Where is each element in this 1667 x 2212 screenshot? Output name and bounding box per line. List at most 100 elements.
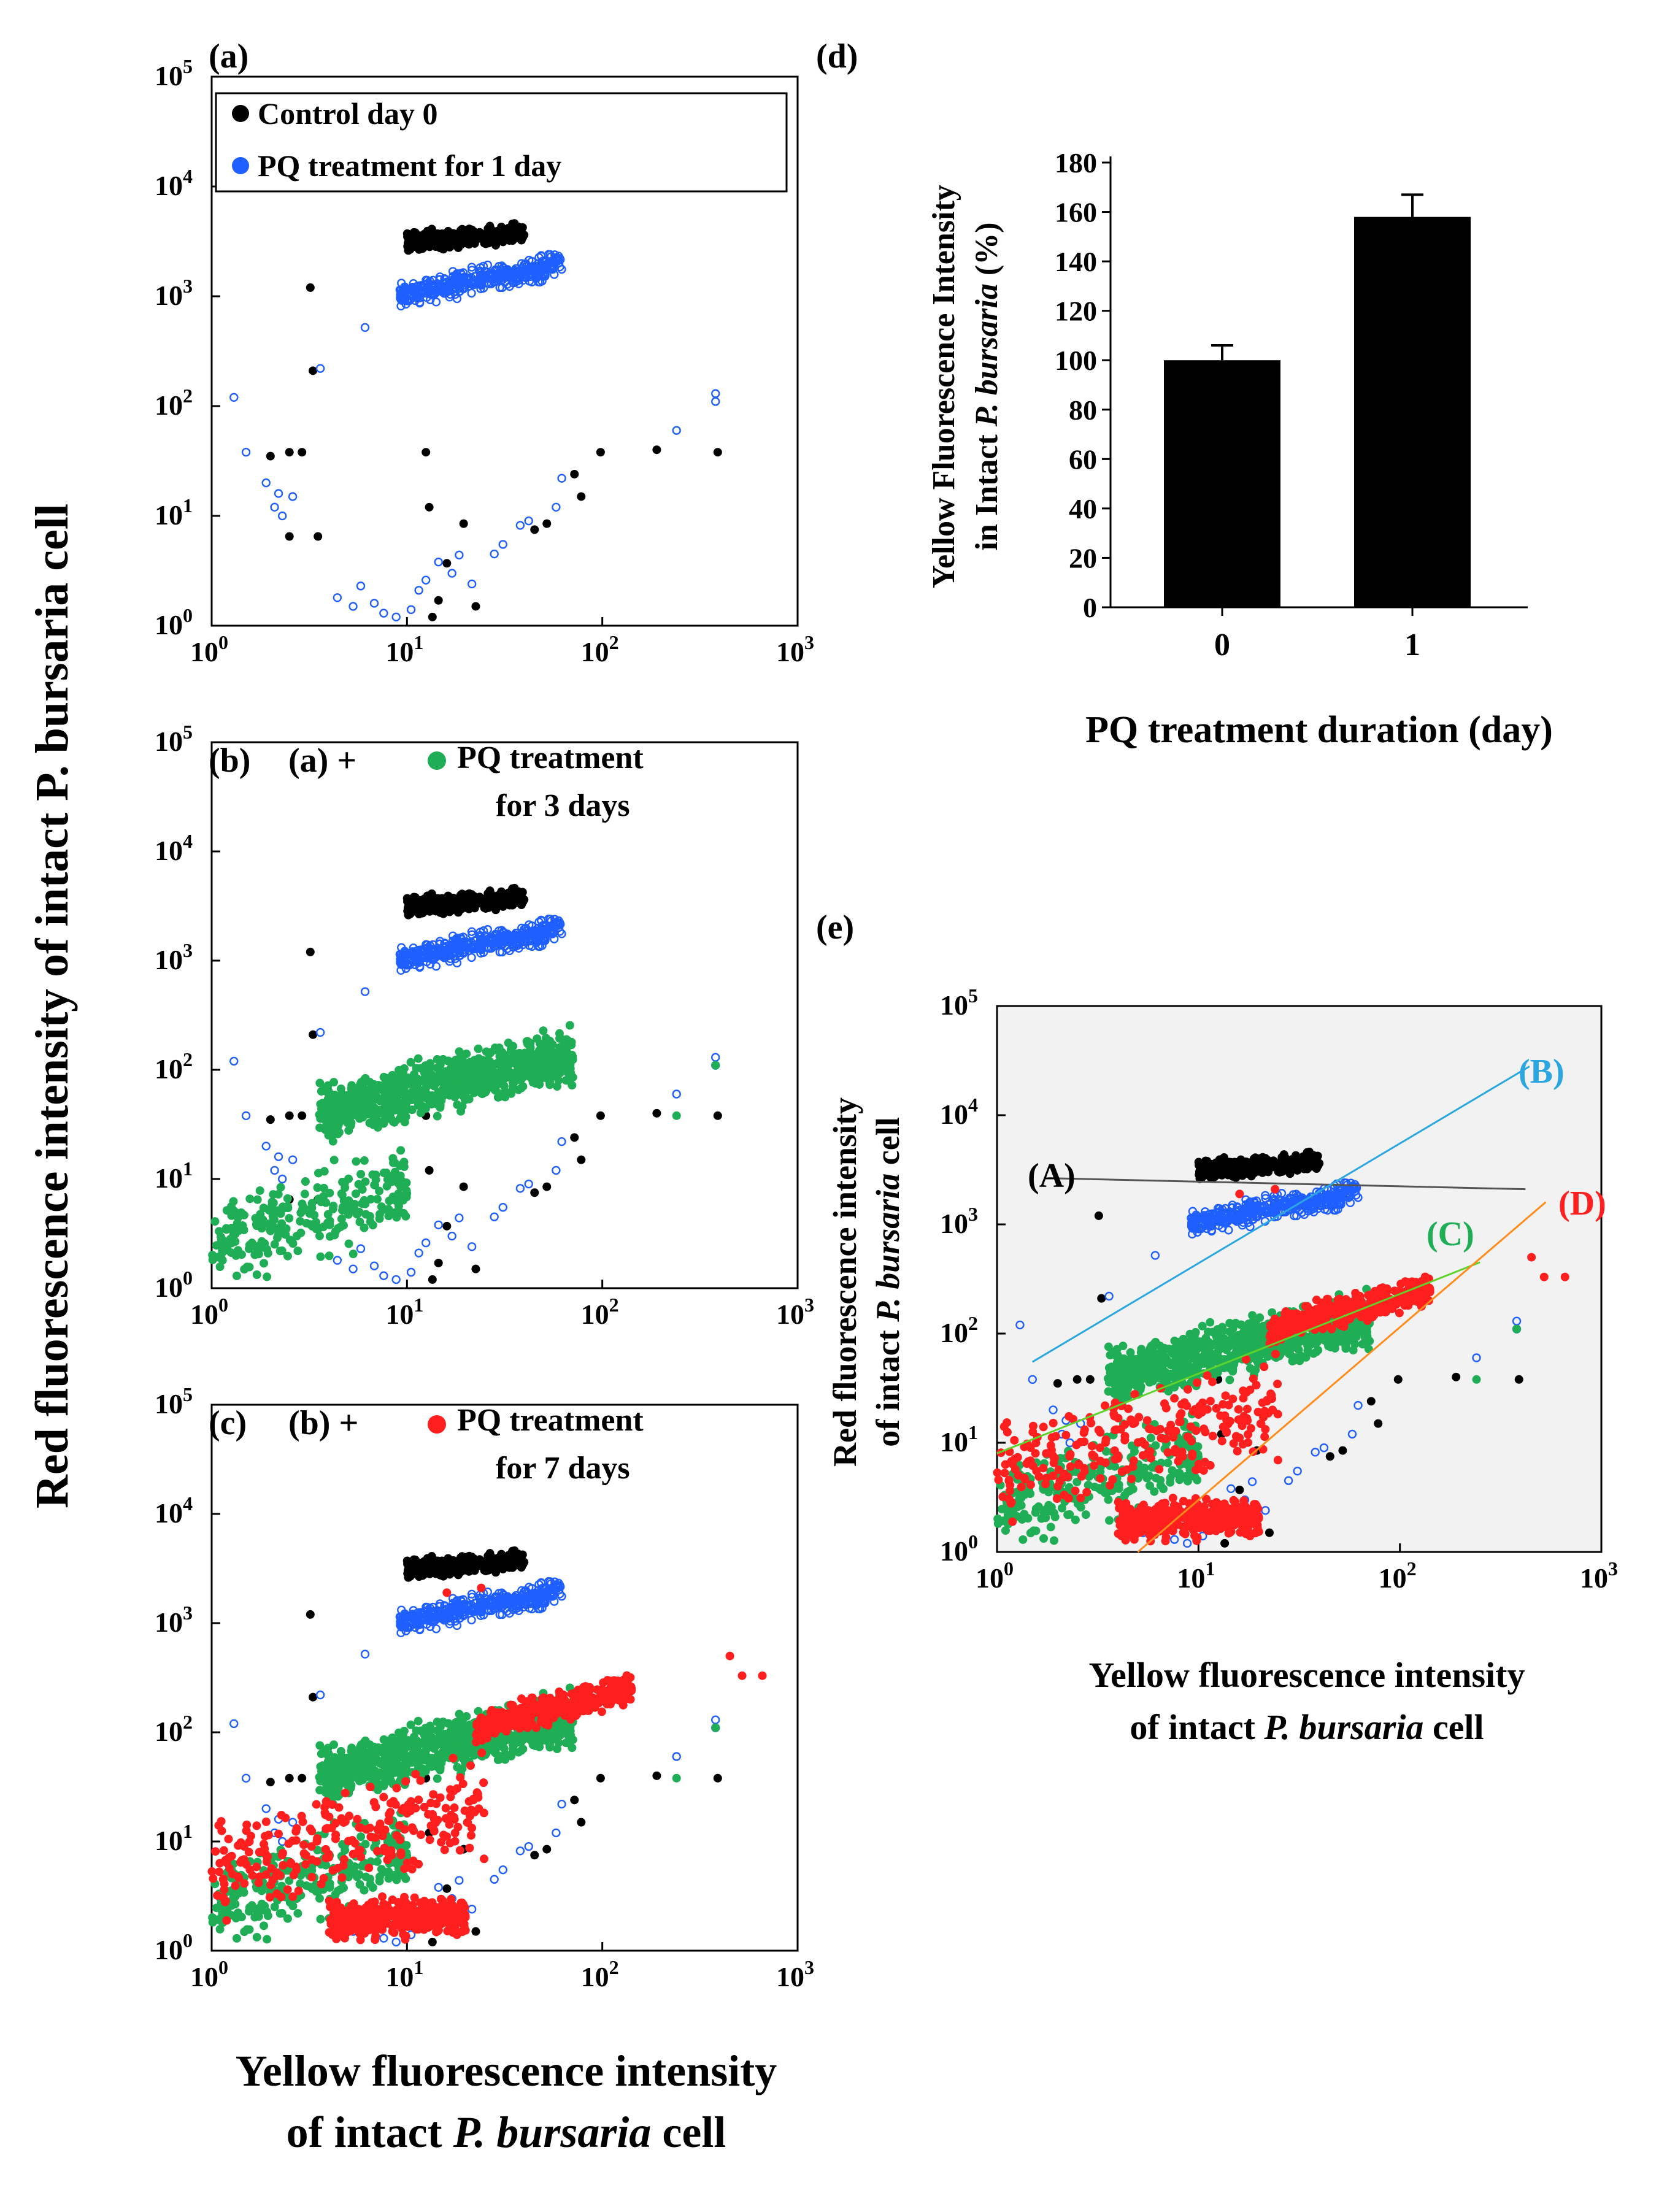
pq-3day-point — [490, 1746, 499, 1756]
x-tick-label: 103 — [776, 1956, 814, 1992]
pq-1day-point — [487, 279, 496, 288]
y-tick-label: 102 — [155, 1711, 193, 1747]
pq-3day-point — [337, 1107, 346, 1116]
x-tick-label: 103 — [776, 631, 814, 667]
pq-1day-point — [447, 1231, 456, 1241]
pq-3day-point — [358, 1766, 368, 1775]
pq-1day-point — [407, 286, 417, 295]
pq-3day-point — [233, 1219, 242, 1228]
pq-3day-point — [278, 1202, 287, 1212]
pq-1day-point — [261, 1804, 271, 1813]
pq-1day-point — [379, 1934, 388, 1943]
pq-3day-point — [360, 1156, 369, 1165]
pq-1day-point — [333, 593, 342, 602]
pq-7day-point — [517, 1703, 526, 1713]
pq-3day-point — [229, 1197, 238, 1206]
pq-1day-point — [498, 1203, 507, 1212]
pq-1day-point — [467, 1242, 477, 1251]
pq-3day-point — [318, 1192, 328, 1202]
pq-3day-point — [445, 1073, 454, 1083]
pq-3day-point — [511, 1068, 520, 1077]
pq-3day-point — [672, 1111, 681, 1120]
pq-3day-point — [245, 1925, 254, 1934]
control-day0-point — [652, 1771, 661, 1780]
pq-1day-point — [420, 280, 429, 289]
y-tick-label: 101 — [155, 1820, 193, 1856]
control-day0-point — [434, 596, 443, 605]
pq-3day-point — [396, 1762, 406, 1771]
pq-3day-point — [377, 1865, 386, 1874]
control-day0-point — [428, 1275, 437, 1284]
pq-3day-point — [384, 1212, 393, 1221]
x-tick-label: 101 — [385, 1294, 423, 1330]
pq-3day-point — [388, 1762, 397, 1772]
control-day0-point — [442, 1221, 452, 1231]
control-day0-point — [577, 1155, 586, 1164]
pq-3day-point — [711, 1723, 720, 1732]
pq-3day-point — [390, 1167, 399, 1177]
pq-3day-point — [420, 1736, 429, 1745]
pq-1day-point — [360, 987, 370, 996]
pq-1day-point — [471, 272, 480, 281]
pq-1day-point — [524, 516, 533, 526]
control-day0-point — [577, 492, 586, 501]
legend-marker — [232, 105, 249, 122]
pq-3day-point — [446, 1089, 455, 1099]
control-day0-point — [455, 228, 464, 237]
pq-1day-point — [406, 605, 416, 615]
pq-3day-point — [453, 1100, 462, 1109]
pq-7day-point — [526, 1713, 535, 1722]
pq-3day-point — [281, 1230, 290, 1239]
pq-3day-point — [414, 1054, 423, 1063]
pq-1day-point — [360, 323, 370, 332]
pq-3day-point — [469, 1073, 478, 1082]
pq-3day-point — [536, 1737, 545, 1746]
pq-1day-point — [241, 448, 251, 457]
pq-3day-point — [232, 1271, 241, 1280]
pq-3day-point — [329, 1156, 339, 1165]
control-day0-point — [570, 1795, 579, 1805]
pq-3day-point — [385, 1196, 394, 1205]
pq-3day-point — [323, 1210, 333, 1219]
pq-3day-point — [360, 1223, 369, 1232]
pq-1day-point — [447, 569, 456, 578]
pq-1day-point — [391, 1275, 401, 1285]
pq-3day-point — [447, 1745, 456, 1754]
pq-1day-point — [535, 277, 545, 286]
control-day0-point — [403, 1566, 412, 1575]
pq-3day-point — [252, 1270, 261, 1280]
x-tick-label: 100 — [190, 1294, 228, 1330]
y-tick-label: 100 — [155, 604, 193, 640]
pq-3day-point — [226, 1208, 236, 1217]
pq-3day-point — [255, 1186, 264, 1195]
pq-3day-point — [409, 1748, 418, 1757]
pq-1day-point — [315, 1690, 325, 1700]
pq-1day-point — [229, 1719, 239, 1729]
pq-3day-point — [567, 1037, 576, 1046]
pq-3day-point — [526, 1062, 536, 1072]
control-day0-point — [570, 1133, 579, 1142]
pq-3day-point — [383, 1736, 392, 1745]
pq-7day-point — [590, 1703, 599, 1712]
pq-1day-point — [711, 397, 720, 406]
pq-3day-point — [227, 1238, 236, 1248]
pq-3day-point — [260, 1921, 269, 1930]
pq-3day-point — [462, 1050, 471, 1059]
pq-7day-point — [498, 1708, 507, 1717]
pq-1day-point — [711, 389, 720, 398]
pq-7day-point — [584, 1687, 593, 1696]
pq-7day-point — [477, 1735, 486, 1744]
control-day0-point — [596, 448, 605, 457]
pq-3day-point — [498, 1735, 507, 1744]
control-day0-point — [596, 1111, 605, 1120]
pq-3day-point — [351, 1091, 360, 1100]
pq-3day-point — [431, 1079, 440, 1088]
pq-3day-point — [258, 1243, 267, 1252]
pq-3day-point — [232, 1934, 241, 1943]
pq-3day-point — [215, 1262, 225, 1272]
x-tick-label: 100 — [190, 1956, 228, 1992]
pq-3day-point — [352, 1157, 361, 1166]
pq-3day-point — [258, 1905, 267, 1914]
